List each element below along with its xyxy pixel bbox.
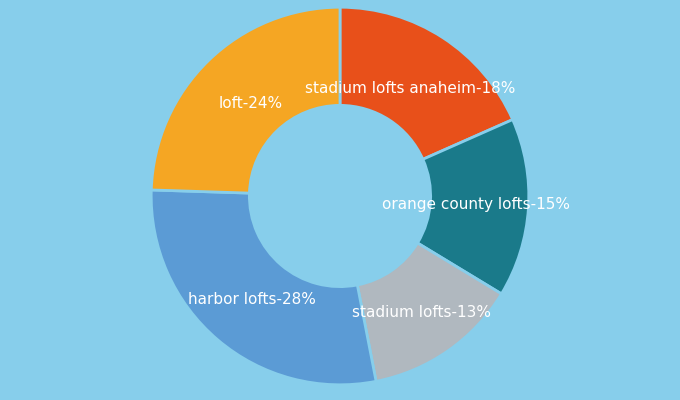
Text: harbor lofts-28%: harbor lofts-28%	[188, 292, 316, 307]
Wedge shape	[340, 7, 513, 159]
Text: loft-24%: loft-24%	[219, 96, 283, 111]
Wedge shape	[151, 7, 340, 193]
Wedge shape	[357, 243, 501, 381]
Wedge shape	[151, 190, 376, 385]
Text: orange county lofts-15%: orange county lofts-15%	[381, 197, 570, 212]
Wedge shape	[418, 120, 529, 294]
Text: stadium lofts-13%: stadium lofts-13%	[352, 305, 490, 320]
Text: stadium lofts anaheim-18%: stadium lofts anaheim-18%	[305, 81, 515, 96]
